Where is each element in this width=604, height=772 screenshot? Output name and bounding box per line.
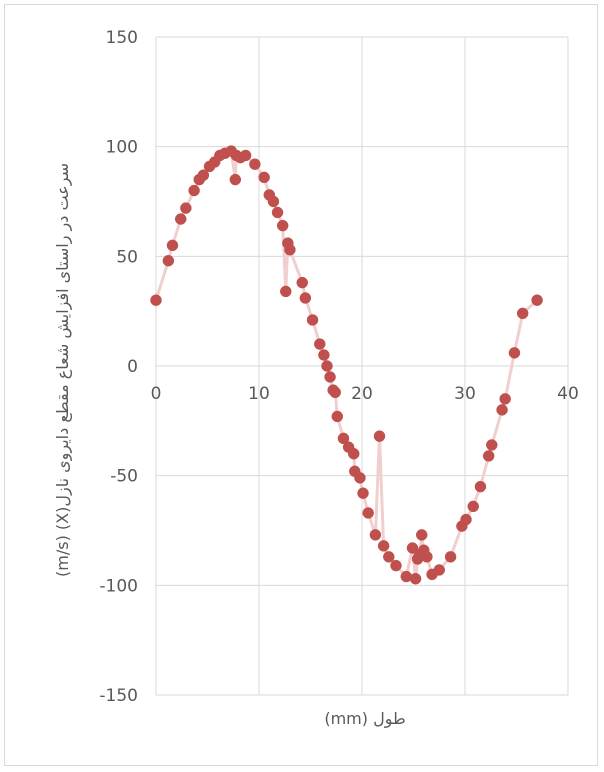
data-point — [188, 184, 200, 197]
data-point — [496, 404, 508, 416]
x-axis-title: طول (mm) — [324, 709, 405, 729]
x-tick-labels: 0 10 20 30 40 — [151, 384, 579, 404]
data-point — [531, 294, 543, 306]
data-point — [299, 292, 312, 304]
series-line — [154, 149, 539, 580]
data-point — [258, 171, 270, 184]
x-tick-label: 0 — [151, 384, 162, 404]
y-tick-label: 0 — [127, 357, 138, 377]
data-point — [369, 529, 382, 541]
y-axis-title: سرعت در راستای افزایش شعاع مقطع دایروی ن… — [53, 163, 73, 577]
data-point — [329, 386, 341, 399]
data-point — [306, 314, 319, 326]
data-point — [354, 472, 366, 484]
data-point — [174, 213, 187, 225]
y-tick-label: -100 — [99, 576, 138, 596]
data-point — [377, 540, 390, 552]
data-point — [337, 432, 350, 445]
x-tick-label: 40 — [557, 384, 579, 404]
data-point — [239, 149, 252, 162]
data-point — [324, 371, 336, 383]
data-point — [197, 169, 210, 181]
data-point — [474, 480, 487, 493]
data-point — [390, 559, 402, 572]
data-point — [162, 254, 175, 267]
data-point — [467, 500, 479, 513]
data-point — [433, 564, 445, 576]
x-tick-label: 20 — [351, 384, 373, 404]
data-point — [383, 551, 395, 563]
data-point — [318, 349, 330, 361]
data-point — [406, 542, 419, 554]
data-point — [229, 173, 242, 186]
data-point — [499, 393, 511, 405]
data-point — [444, 551, 457, 563]
data-point — [409, 573, 422, 585]
data-point — [284, 244, 296, 256]
y-tick-label: 150 — [106, 28, 138, 48]
data-point — [267, 195, 280, 208]
data-point — [276, 219, 289, 232]
data-point — [516, 307, 529, 320]
data-point — [331, 410, 344, 423]
data-point — [249, 158, 261, 170]
y-tick-labels: 150 100 50 0 -50 -100 -150 — [99, 28, 138, 706]
y-tick-label: -150 — [99, 686, 138, 706]
data-point — [415, 529, 428, 541]
data-point — [321, 360, 333, 372]
data-point — [486, 439, 498, 451]
y-tick-label: 100 — [106, 138, 138, 158]
data-point — [166, 239, 179, 252]
data-point — [150, 294, 162, 306]
data-point — [482, 450, 495, 462]
y-tick-label: 50 — [116, 247, 138, 267]
data-point — [348, 447, 360, 460]
grid — [155, 36, 569, 696]
data-point — [314, 338, 326, 350]
x-tick-label: 30 — [454, 384, 476, 404]
data-point — [508, 347, 521, 359]
x-tick-label: 10 — [248, 384, 270, 404]
data-point — [296, 276, 309, 289]
series-markers — [150, 145, 543, 585]
data-point — [357, 487, 369, 499]
data-point — [373, 430, 386, 442]
data-point — [280, 285, 292, 298]
data-point — [271, 206, 284, 219]
y-tick-label: -50 — [110, 467, 138, 487]
data-point — [180, 202, 192, 214]
data-point — [421, 551, 433, 563]
data-point — [362, 507, 374, 519]
chart-frame: 150 100 50 0 -50 -100 -150 0 10 20 30 40 طول (mm) … — [4, 4, 598, 766]
data-point — [460, 513, 472, 526]
